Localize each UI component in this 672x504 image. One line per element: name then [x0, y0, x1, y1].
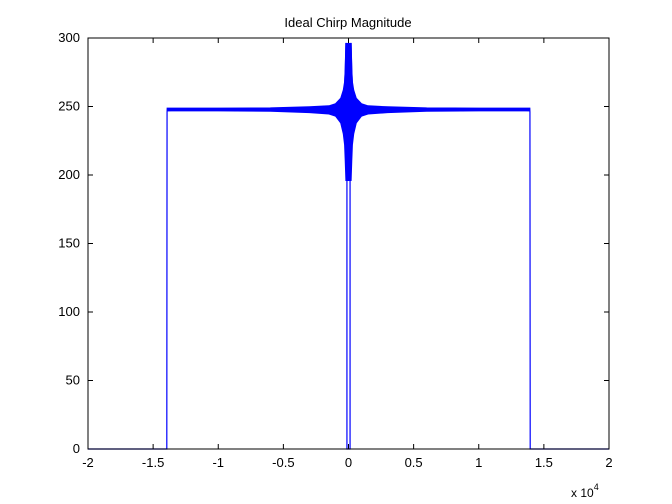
- x-tick-label: 1.5: [535, 455, 553, 470]
- x-multiplier-exponent: 4: [594, 482, 599, 492]
- x-tick-label: -2: [82, 455, 94, 470]
- y-tick-label: 100: [58, 304, 80, 319]
- x-tick-label: -1: [212, 455, 224, 470]
- chart-title: Ideal Chirp Magnitude: [284, 15, 411, 30]
- y-tick-label: 250: [58, 99, 80, 114]
- x-tick-label: 1: [475, 455, 482, 470]
- y-tick-label: 150: [58, 236, 80, 251]
- x-multiplier-base: x 10: [571, 486, 594, 500]
- x-tick-label: 0: [345, 455, 352, 470]
- y-tick-label: 300: [58, 30, 80, 45]
- x-tick-label: 0.5: [405, 455, 423, 470]
- x-tick-label: -1.5: [142, 455, 164, 470]
- x-tick-label: -0.5: [272, 455, 294, 470]
- x-multiplier-label: x 104: [571, 482, 599, 500]
- y-tick-label: 200: [58, 167, 80, 182]
- y-tick-label: 50: [66, 373, 80, 388]
- tick-layer: -2 -1.5 -1 -0.5 0 0.5 1 1.5 2 0 50 100 150 200 250 300: [58, 30, 612, 470]
- x-tick-label: 2: [605, 455, 612, 470]
- y-tick-label: 0: [73, 441, 80, 456]
